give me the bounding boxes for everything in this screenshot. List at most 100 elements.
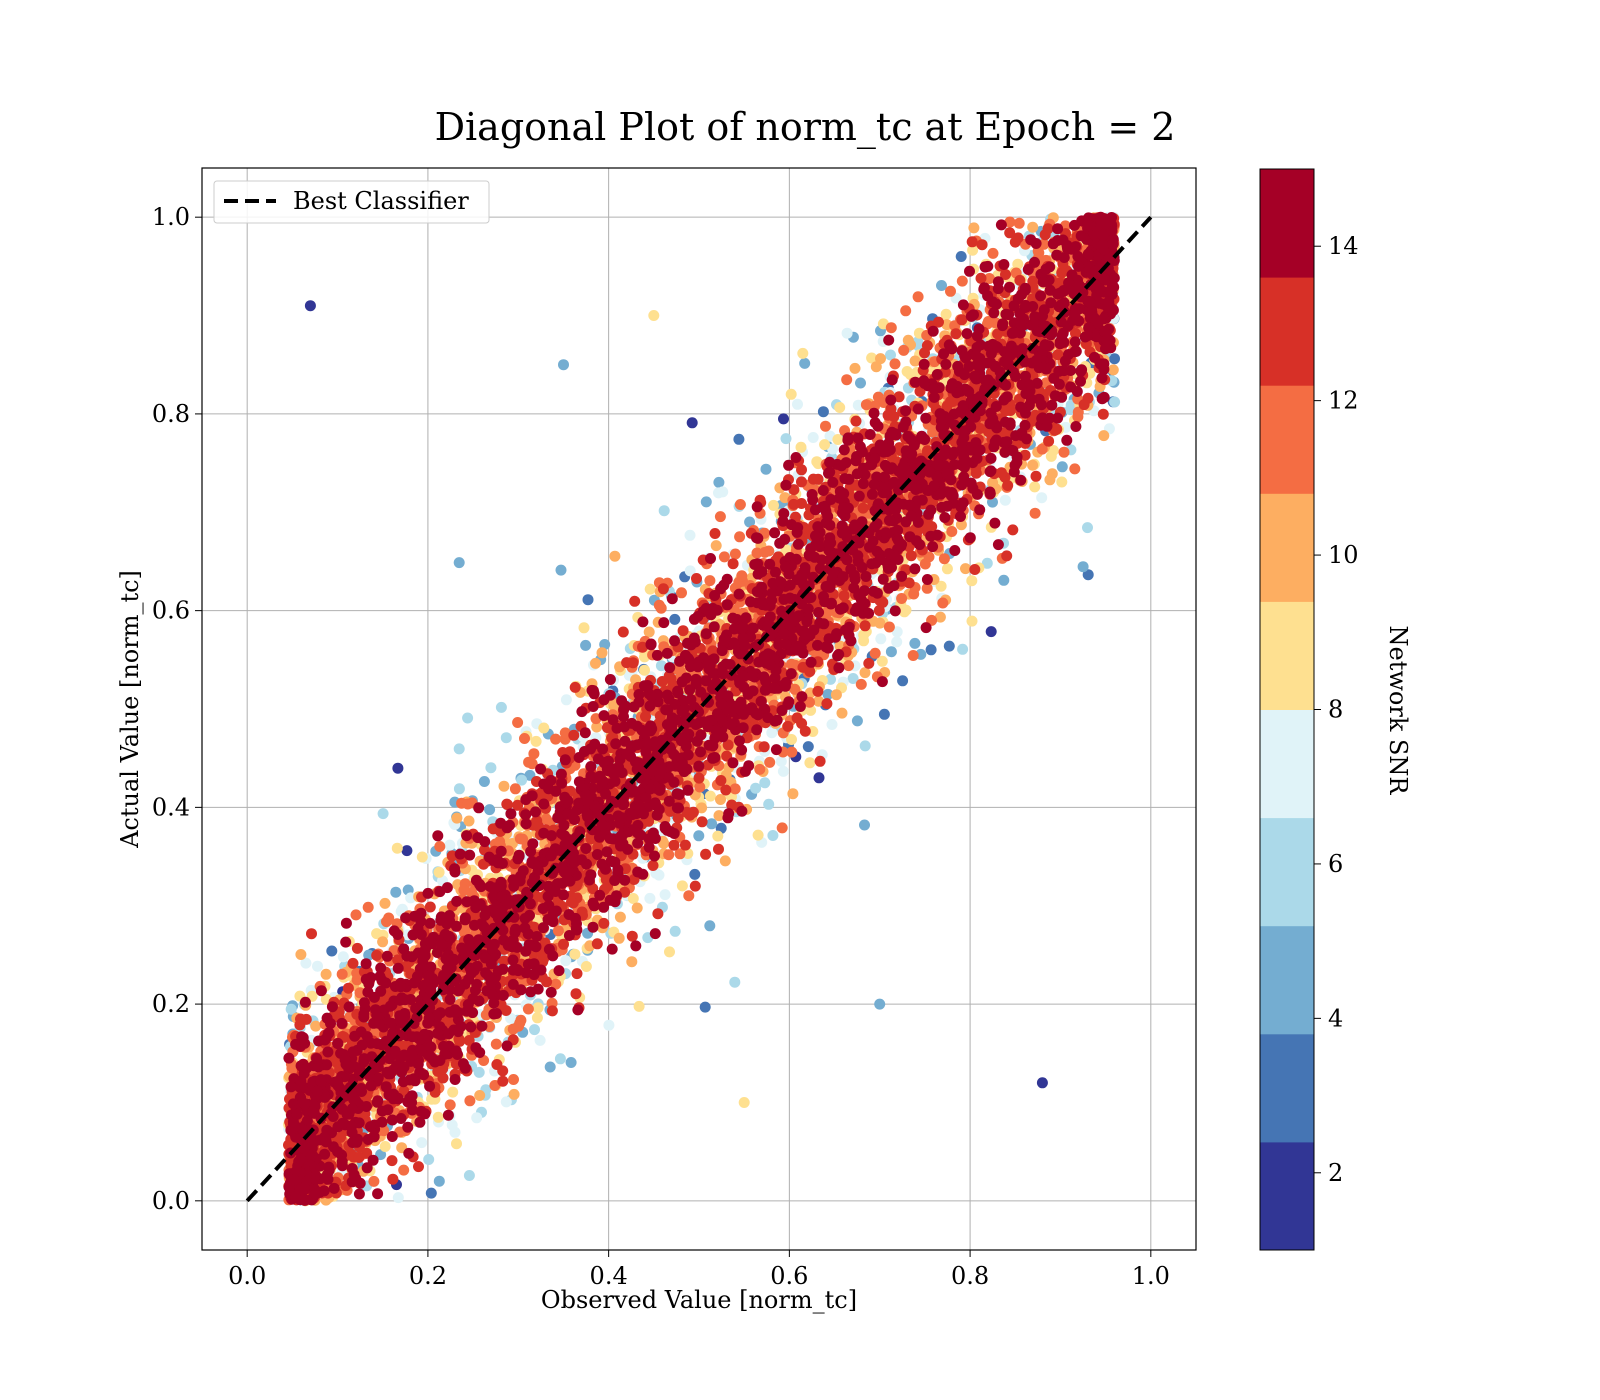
scatter-point — [531, 1012, 543, 1024]
scatter-point — [999, 494, 1011, 506]
scatter-point — [1027, 221, 1039, 233]
scatter-point — [710, 540, 722, 552]
scatter-point — [444, 1099, 456, 1111]
scatter-point — [787, 788, 799, 800]
scatter-point — [859, 740, 871, 752]
scatter-point — [696, 802, 708, 814]
scatter-point — [528, 748, 540, 760]
scatter-point — [859, 819, 870, 831]
scatter-point — [451, 1138, 462, 1150]
scatter-point — [802, 741, 814, 753]
scatter-point — [643, 626, 655, 638]
scatter-point — [558, 359, 569, 371]
scatter-point — [392, 762, 404, 774]
scatter-point — [766, 727, 778, 739]
scatter-point — [799, 357, 811, 369]
scatter-point — [523, 756, 535, 768]
scatter-point — [1036, 1077, 1048, 1089]
scatter-point — [804, 757, 816, 769]
scatter-point — [578, 622, 590, 634]
scatter-point — [447, 1086, 459, 1098]
scatter-point — [785, 388, 797, 400]
scatter-point — [767, 830, 779, 841]
scatter-point — [550, 978, 562, 990]
scatter-point — [682, 848, 694, 859]
scatter-point — [534, 1034, 546, 1046]
scatter-point — [776, 822, 788, 834]
scatter-point — [719, 855, 731, 867]
scatter-point — [540, 813, 552, 825]
scatter-point — [750, 782, 762, 794]
scatter-point — [713, 476, 725, 488]
scatter-point — [847, 673, 859, 684]
scatter-point — [500, 732, 512, 744]
scatter-point — [1069, 463, 1081, 475]
scatter-point — [764, 756, 776, 768]
scatter-point — [843, 660, 855, 672]
scatter-point — [529, 1024, 540, 1036]
scatter-point — [830, 689, 842, 701]
scatter-point — [684, 529, 696, 541]
scatter-point — [950, 328, 962, 340]
scatter-point — [495, 701, 507, 713]
scatter-point — [653, 599, 665, 611]
scatter-point — [945, 285, 956, 297]
scatter-point — [362, 901, 374, 913]
scatter-point — [596, 647, 608, 659]
scatter-point — [1109, 353, 1120, 365]
scatter-point — [532, 1002, 544, 1014]
scatter-point — [718, 551, 730, 563]
scatter-point — [744, 516, 756, 528]
scatter-point — [453, 783, 465, 795]
scatter-point — [921, 582, 933, 594]
scatter-point — [1027, 459, 1039, 471]
scatter-point — [627, 893, 639, 904]
scatter-point — [676, 880, 688, 892]
scatter-point — [729, 548, 741, 560]
scatter-point — [955, 519, 967, 531]
scatter-point — [694, 781, 706, 793]
scatter-point — [876, 655, 888, 667]
scatter-point — [909, 637, 921, 649]
scatter-point — [425, 1187, 437, 1199]
scatter-point — [471, 1112, 483, 1124]
scatter-point — [940, 308, 952, 320]
scatter-point — [398, 1164, 410, 1176]
scatter-point — [659, 889, 671, 901]
scatter-point — [714, 511, 726, 523]
scatter-point — [603, 1019, 615, 1031]
scatter-point — [860, 399, 872, 411]
scatter-point — [648, 310, 660, 321]
scatter-point — [423, 1154, 435, 1165]
scatter-point — [684, 565, 696, 577]
scatter-point — [463, 815, 475, 827]
scatter-point — [375, 1149, 387, 1161]
scatter-point — [778, 413, 789, 425]
scatter-point — [363, 949, 375, 961]
scatter-point — [1047, 445, 1059, 456]
scatter-point — [310, 1020, 322, 1032]
scatter-point — [1072, 411, 1084, 423]
scatter-point — [925, 644, 937, 656]
scatter-point — [885, 349, 896, 361]
scatter-point — [377, 808, 389, 820]
scatter-point — [580, 961, 592, 972]
scatter-point — [1058, 446, 1070, 458]
scatter-point — [713, 487, 724, 499]
scatter-point — [552, 925, 564, 937]
scatter-point — [987, 247, 999, 259]
scatter-point — [855, 678, 867, 690]
scatter-point — [304, 300, 316, 312]
scatter-point — [416, 1137, 428, 1149]
scatter-point — [814, 755, 826, 767]
scatter-point — [1013, 217, 1025, 229]
scatter-point — [704, 790, 716, 802]
scatter-point — [775, 755, 787, 767]
scatter-point — [1107, 364, 1119, 376]
scatter-point — [821, 606, 833, 618]
scatter-point — [715, 794, 726, 805]
scatter-point — [614, 911, 626, 923]
scatter-point — [855, 377, 866, 389]
scatter-point — [508, 1088, 520, 1100]
